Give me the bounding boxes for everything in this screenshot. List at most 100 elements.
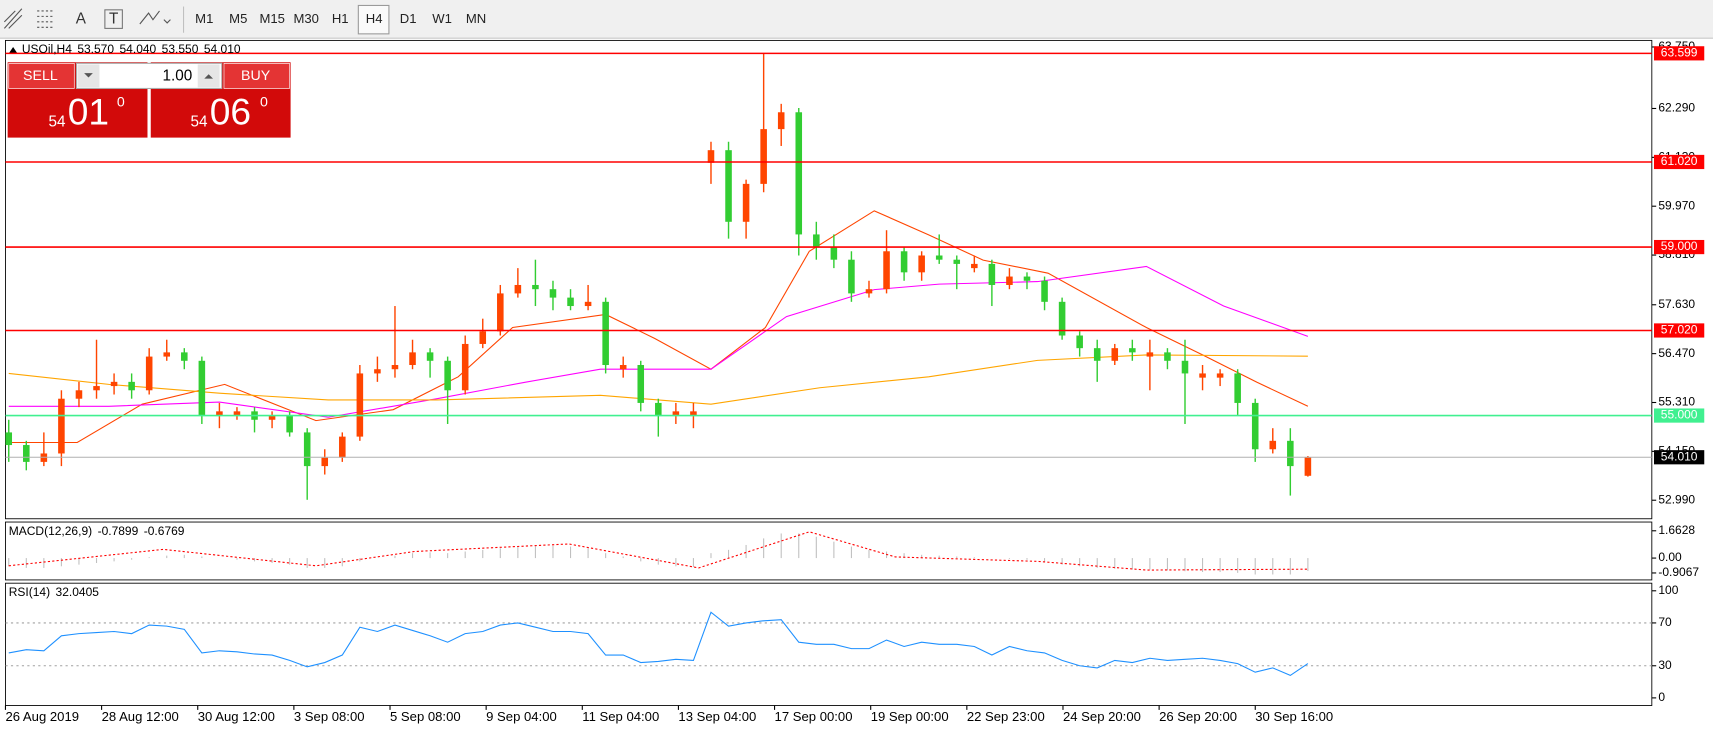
y-tick-label: 55.310 bbox=[1658, 395, 1695, 409]
candle-body bbox=[181, 352, 188, 361]
timeframe-button[interactable]: M30 bbox=[293, 11, 318, 26]
sell-button[interactable] bbox=[8, 63, 75, 89]
collapse-triangle bbox=[8, 46, 18, 54]
lots-value[interactable]: 1.00 bbox=[163, 67, 193, 84]
candle-body bbox=[110, 381, 118, 387]
candle-body bbox=[742, 183, 750, 222]
y-tick-label: 56.470 bbox=[1658, 346, 1695, 360]
candle-body bbox=[5, 432, 13, 446]
bid-big: 54 bbox=[49, 113, 67, 130]
candle-body bbox=[233, 411, 241, 416]
y-tick-label: 1.6628 bbox=[1658, 523, 1695, 537]
timeframe-button[interactable]: W1 bbox=[432, 11, 452, 26]
x-tick-label: 26 Sep 20:00 bbox=[1159, 709, 1237, 724]
level-label-box bbox=[1654, 323, 1705, 338]
candle-body bbox=[286, 415, 293, 433]
toolbar-icons bbox=[3, 6, 185, 33]
buy-label[interactable]: BUY bbox=[241, 68, 271, 84]
ask-main: 06 bbox=[210, 90, 251, 132]
lots-input[interactable] bbox=[75, 62, 223, 90]
candle-body bbox=[813, 234, 820, 248]
candle-body bbox=[1146, 352, 1154, 357]
candle-body bbox=[707, 150, 715, 163]
x-tick-label: 30 Aug 12:00 bbox=[198, 709, 275, 724]
timeframe-button[interactable]: M1 bbox=[195, 11, 213, 26]
x-tick-label: 22 Sep 23:00 bbox=[967, 709, 1045, 724]
timeframe-button[interactable]: H4 bbox=[366, 11, 383, 26]
toolbar bbox=[0, 0, 1713, 39]
level-label: 59.000 bbox=[1661, 239, 1698, 253]
candle-body bbox=[690, 411, 697, 416]
x-tick-label: 24 Sep 20:00 bbox=[1063, 709, 1141, 724]
y-tick-label: 57.630 bbox=[1658, 297, 1695, 311]
current-price-box bbox=[1654, 450, 1705, 465]
candle-body bbox=[953, 259, 961, 264]
y-tick-label: 59.970 bbox=[1658, 198, 1695, 212]
candle-body bbox=[1023, 276, 1031, 281]
candle-body bbox=[1041, 280, 1048, 302]
y-tick-label: 52.990 bbox=[1658, 492, 1695, 506]
candle-body bbox=[760, 129, 767, 184]
header-value: 53.570 bbox=[77, 42, 114, 56]
candle-body bbox=[637, 365, 645, 403]
y-tick-label: 70 bbox=[1658, 615, 1672, 629]
candle-body bbox=[339, 436, 346, 458]
candle-body bbox=[163, 352, 171, 357]
candle-body bbox=[655, 402, 662, 416]
x-tick-label: 30 Sep 16:00 bbox=[1255, 709, 1333, 724]
indicator-header: RSI(14) 32.0405 bbox=[9, 585, 100, 599]
current-price-label: 54.010 bbox=[1661, 449, 1698, 463]
timeframe-button[interactable]: M15 bbox=[260, 11, 285, 26]
candle-body bbox=[549, 289, 557, 298]
x-tick-label: 13 Sep 04:00 bbox=[678, 709, 756, 724]
candle-body bbox=[532, 284, 539, 290]
timeframe-button[interactable]: M5 bbox=[229, 11, 247, 26]
candle-body bbox=[75, 390, 83, 399]
x-tick-label: 19 Sep 00:00 bbox=[871, 709, 949, 724]
candle-body bbox=[1234, 373, 1241, 403]
timeframe-button[interactable]: D1 bbox=[400, 11, 417, 26]
candle-body bbox=[409, 352, 416, 366]
text-label-frame bbox=[104, 9, 123, 29]
candle-body bbox=[1111, 348, 1119, 361]
timeframe-button[interactable]: H1 bbox=[332, 11, 349, 26]
header-title: RSI(14) bbox=[9, 585, 50, 599]
x-tick-label: 3 Sep 08:00 bbox=[294, 709, 365, 724]
candle-body bbox=[444, 360, 451, 391]
candle-body bbox=[514, 284, 522, 294]
candle-body bbox=[1304, 457, 1312, 476]
timeframe-button[interactable]: MN bbox=[466, 11, 486, 26]
candle-body bbox=[1006, 276, 1013, 285]
candle-body bbox=[1093, 348, 1101, 361]
buy-button[interactable] bbox=[223, 63, 290, 89]
y-tick-label: 30 bbox=[1658, 658, 1672, 672]
icon-lines bbox=[3, 8, 23, 29]
candle-body bbox=[128, 381, 135, 391]
rsi-line bbox=[8, 611, 1309, 677]
candle-body bbox=[935, 255, 943, 260]
moving-average bbox=[8, 265, 1309, 418]
tool-icon-text: T bbox=[109, 11, 118, 28]
x-tick-label: 17 Sep 00:00 bbox=[775, 709, 853, 724]
candle-body bbox=[1269, 440, 1277, 450]
header-value: -0.7899 bbox=[98, 524, 139, 538]
candle-body bbox=[391, 365, 399, 370]
candle-body bbox=[58, 398, 65, 454]
candle-body bbox=[672, 411, 680, 416]
icon-shapes bbox=[139, 10, 171, 25]
candle-body bbox=[1287, 440, 1294, 467]
active-timeframe-frame bbox=[357, 4, 390, 35]
signal-line bbox=[8, 531, 1308, 571]
candle-body bbox=[479, 331, 487, 344]
candle-body bbox=[216, 411, 223, 416]
ask-big: 54 bbox=[191, 113, 209, 130]
x-tick-label: 5 Sep 08:00 bbox=[390, 709, 461, 724]
level-label: 63.599 bbox=[1661, 46, 1698, 60]
candle-body bbox=[1199, 373, 1206, 378]
candle-body bbox=[1076, 335, 1083, 349]
sell-label[interactable]: SELL bbox=[23, 68, 58, 84]
candle-body bbox=[145, 356, 153, 391]
candle-body bbox=[567, 297, 574, 307]
level-label: 55.000 bbox=[1661, 408, 1698, 422]
